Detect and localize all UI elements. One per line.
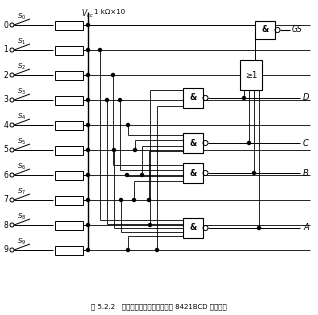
Circle shape	[127, 249, 129, 251]
Bar	[183, 88, 203, 108]
Circle shape	[148, 198, 150, 202]
Text: $V_{cc}$: $V_{cc}$	[81, 7, 94, 20]
Circle shape	[86, 148, 89, 152]
Text: &: &	[261, 26, 269, 35]
Text: D: D	[303, 94, 309, 102]
Circle shape	[149, 224, 151, 226]
Circle shape	[156, 249, 158, 251]
Circle shape	[247, 141, 251, 145]
Bar	[55, 46, 83, 55]
Text: &: &	[190, 224, 197, 232]
Circle shape	[252, 171, 255, 175]
Circle shape	[243, 96, 245, 100]
Bar	[55, 71, 83, 80]
Circle shape	[106, 99, 108, 101]
Text: $S_5$: $S_5$	[17, 137, 27, 147]
Text: $S_2$: $S_2$	[17, 62, 26, 72]
Circle shape	[86, 174, 89, 176]
Circle shape	[99, 49, 101, 51]
Text: B: B	[303, 169, 309, 177]
Circle shape	[127, 123, 129, 127]
Circle shape	[86, 249, 89, 251]
Text: 0: 0	[3, 20, 8, 30]
Bar	[183, 163, 203, 183]
Text: 6: 6	[3, 170, 8, 180]
Circle shape	[86, 73, 89, 77]
Text: $S_6$: $S_6$	[17, 162, 27, 172]
Text: $S_3$: $S_3$	[17, 87, 27, 97]
Text: 3: 3	[3, 95, 8, 105]
Text: A: A	[303, 224, 309, 232]
Text: GS: GS	[292, 26, 303, 35]
Bar	[55, 196, 83, 205]
Bar	[55, 21, 83, 30]
Bar	[55, 146, 83, 155]
Bar	[255, 21, 275, 39]
Bar	[55, 96, 83, 105]
Text: $S_0$: $S_0$	[17, 12, 27, 22]
Text: $S_7$: $S_7$	[17, 187, 26, 197]
Circle shape	[119, 99, 121, 101]
Circle shape	[126, 174, 128, 176]
Circle shape	[141, 174, 143, 176]
Text: $S_1$: $S_1$	[17, 37, 26, 47]
Bar	[240, 60, 262, 90]
Text: &: &	[190, 139, 197, 147]
Circle shape	[120, 198, 122, 202]
Bar	[55, 221, 83, 230]
Bar	[183, 218, 203, 238]
Circle shape	[134, 148, 136, 152]
Text: 4: 4	[3, 121, 8, 129]
Bar	[55, 246, 83, 255]
Circle shape	[86, 123, 89, 127]
Circle shape	[86, 224, 89, 226]
Text: $S_4$: $S_4$	[17, 112, 27, 122]
Text: 图 5.2.2   用十个按键和门电路组成的 8421BCD 码编码器: 图 5.2.2 用十个按键和门电路组成的 8421BCD 码编码器	[91, 304, 227, 310]
Circle shape	[113, 148, 115, 152]
Text: &: &	[190, 94, 197, 102]
Text: 1 kΩ×10: 1 kΩ×10	[94, 9, 126, 15]
Circle shape	[86, 49, 89, 51]
Circle shape	[86, 24, 89, 26]
Text: 7: 7	[3, 196, 8, 204]
Text: 5: 5	[3, 146, 8, 154]
Text: 1: 1	[3, 45, 8, 54]
Text: 8: 8	[3, 220, 8, 230]
Text: 2: 2	[3, 71, 8, 79]
Text: 9: 9	[3, 245, 8, 255]
Text: $S_8$: $S_8$	[17, 212, 27, 222]
Bar	[55, 121, 83, 130]
Bar	[183, 133, 203, 153]
Text: &: &	[190, 169, 197, 177]
Text: C: C	[303, 139, 309, 147]
Circle shape	[86, 99, 89, 101]
Circle shape	[112, 73, 114, 77]
Bar	[55, 171, 83, 180]
Circle shape	[86, 198, 89, 202]
Circle shape	[133, 198, 135, 202]
Text: $S_9$: $S_9$	[17, 237, 27, 247]
Circle shape	[258, 226, 260, 230]
Text: ≥1: ≥1	[245, 71, 257, 79]
